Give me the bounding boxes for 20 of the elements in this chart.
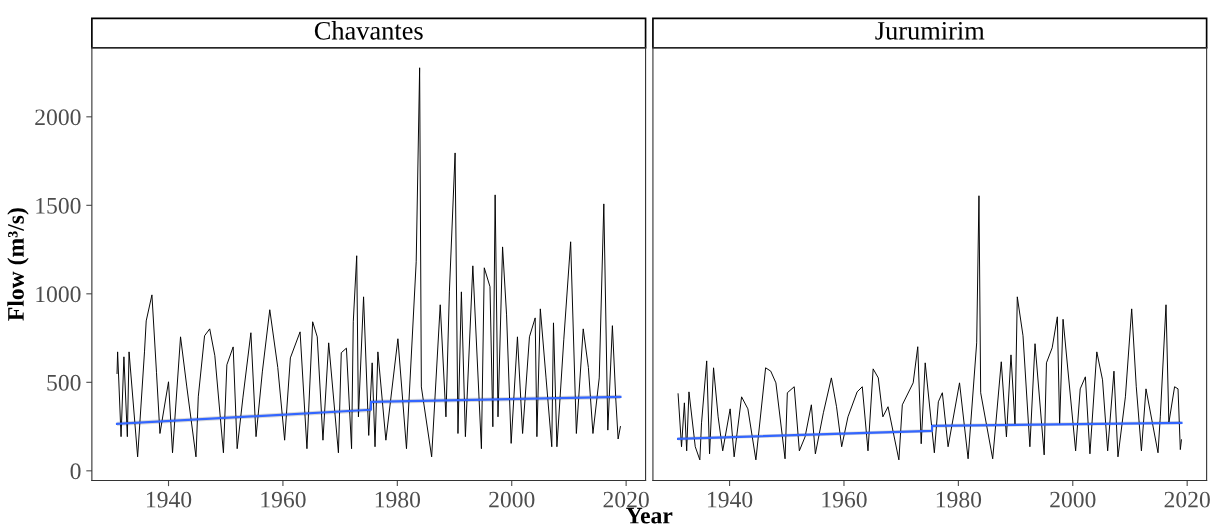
x-tick-label: 2020 xyxy=(603,491,649,508)
x-tick-label: 1940 xyxy=(708,491,753,508)
x-tick-label: 1980 xyxy=(936,491,982,508)
y-tick-label: 500 xyxy=(47,374,81,391)
line-series xyxy=(116,67,621,458)
x-tick-label: 2020 xyxy=(1164,491,1210,508)
x-tick-label: 2000 xyxy=(489,491,535,508)
y-axis-title: Flow (m³/s) xyxy=(7,208,29,321)
x-tick-label: 1960 xyxy=(261,491,306,508)
y-tick-label: 0 xyxy=(70,463,81,480)
y-tick-label: 2000 xyxy=(35,109,81,126)
y-tick-label: 1000 xyxy=(36,286,81,303)
y-tick-label: 1500 xyxy=(36,197,81,214)
chart-title: Jurumirim xyxy=(875,21,985,40)
x-tick-label: 2000 xyxy=(1050,491,1096,508)
x-tick-label: 1980 xyxy=(375,491,421,508)
chart-title: Chavantes xyxy=(314,21,423,40)
x-axis-title: Year xyxy=(626,507,673,524)
x-tick-label: 1960 xyxy=(822,491,867,508)
x-tick-label: 1940 xyxy=(146,491,192,508)
